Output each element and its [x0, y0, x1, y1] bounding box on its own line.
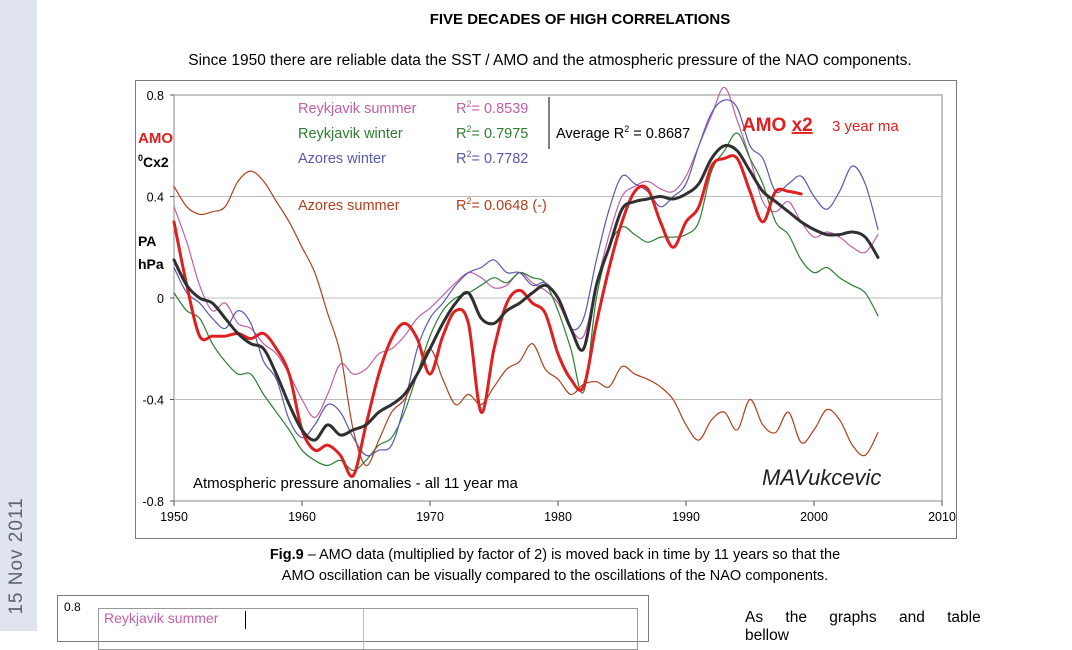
x-tick-label-2: 1970 [416, 510, 444, 524]
fig2-legend-label: Reykjavik summer [104, 610, 219, 626]
r2-value-3: = 0.0648 (-) [472, 198, 547, 214]
caption-text-1: – AMO data (multiplied by factor of 2) i… [303, 547, 841, 563]
average-r2-label: Average R2 = 0.8687 [556, 124, 690, 142]
fig2-y-tick: 0.8 [64, 600, 81, 614]
r2-value-1: = 0.7975 [472, 126, 529, 142]
caption-line-2: AMO oscillation can be visually compared… [281, 568, 829, 584]
page-subtitle: Since 1950 there are reliable data the S… [188, 52, 912, 69]
r2-sup-1: 2 [466, 124, 471, 134]
amo-title-x2: x2 [792, 115, 813, 136]
legend-r2-azores-summer: R2= 0.0648 (-) [456, 196, 547, 214]
body-text: As the graphs and table bellow [745, 609, 981, 644]
x-tick-label-3: 1980 [544, 510, 572, 524]
series-line-reykjavik-winter [173, 132, 879, 472]
legend-r2-reykjavik-winter: R2= 0.7975 [456, 124, 528, 142]
figure-caption: Fig.9 – AMO data (multiplied by factor o… [140, 545, 970, 587]
amo-unit-text: Cx2 [143, 154, 169, 170]
legend: Reykjavik summer R2= 0.8539 Reykjavik wi… [298, 97, 690, 214]
left-sidebar-strip: 15 Nov 2011 [0, 0, 37, 631]
y-tick-label-2: 0 [157, 292, 164, 306]
x-tick-label-1: 1960 [288, 510, 316, 524]
r2-sup-3: 2 [466, 196, 471, 206]
figure-9-frame: 0.8 0.4 0 -0.4 -0.8 1950 1960 1970 1980 1990 2000 2… [135, 80, 957, 539]
legend-r2-azores-winter: R2= 0.7782 [456, 149, 528, 167]
r2-prefix-2: R [456, 151, 466, 167]
amo-unit-label: 0Cx2 [138, 153, 169, 170]
legend-label-reykjavik-winter: Reykjavik winter [298, 126, 403, 142]
r2-value-2: = 0.7782 [472, 151, 529, 167]
legend-label-azores-summer: Azores summer [298, 198, 400, 214]
caption-line-1: Fig.9 – AMO data (multiplied by factor o… [140, 545, 970, 566]
x-tick-label-5: 2000 [800, 510, 828, 524]
legend-r2-reykjavik-summer: R2= 0.8539 [456, 99, 528, 117]
amo-axis-label: AMO [138, 130, 173, 147]
fig2-legend-bracket [245, 611, 246, 629]
amo-title-main: AMO [742, 115, 792, 136]
series-line-azores-winter [173, 99, 879, 457]
average-prefix: Average R [556, 126, 624, 142]
series-group [172, 86, 880, 478]
y-tick-label-3: -0.4 [142, 394, 164, 408]
pa-unit-label: hPa [138, 256, 164, 272]
amo-series-title: AMO x2 [742, 115, 813, 136]
signature: MAVukcevic [762, 465, 881, 490]
fig2-plot-area: Reykjavik summer [98, 608, 638, 650]
series-line-azores-summer [173, 170, 879, 467]
series-line-amo-x2 [172, 154, 803, 478]
average-sup: 2 [624, 124, 629, 134]
r2-prefix-3: R [456, 198, 466, 214]
series-line-average [172, 143, 880, 442]
amo-unit-sup: 0 [138, 153, 143, 163]
y-tick-label-1: 0.4 [147, 191, 164, 205]
chart-note: Atmospheric pressure anomalies - all 11 … [193, 475, 519, 492]
r2-prefix-0: R [456, 101, 466, 117]
amo-title-ma: 3 year ma [832, 118, 899, 135]
average-value: = 0.8687 [629, 126, 690, 142]
r2-sup-0: 2 [466, 99, 471, 109]
pa-axis-label: PA [138, 233, 156, 249]
figure-10-frame-partial: 0.8 Reykjavik summer [57, 595, 649, 650]
legend-label-reykjavik-summer: Reykjavik summer [298, 101, 417, 117]
x-tick-label-0: 1950 [160, 510, 188, 524]
caption-fig-label: Fig.9 [269, 547, 304, 563]
y-tick-label-0: 0.8 [147, 89, 164, 103]
r2-sup-2: 2 [466, 149, 471, 159]
r2-value-0: = 0.8539 [472, 101, 529, 117]
page-heading: FIVE DECADES OF HIGH CORRELATIONS [429, 11, 731, 28]
date-label: 15 Nov 2011 [6, 497, 27, 615]
fig2-divider [363, 609, 364, 649]
y-tick-label-4: -0.8 [142, 495, 164, 509]
r2-prefix-1: R [456, 126, 466, 142]
legend-label-azores-winter: Azores winter [298, 151, 386, 167]
x-tick-label-4: 1990 [672, 510, 700, 524]
x-tick-label-6: 2010 [928, 510, 956, 524]
